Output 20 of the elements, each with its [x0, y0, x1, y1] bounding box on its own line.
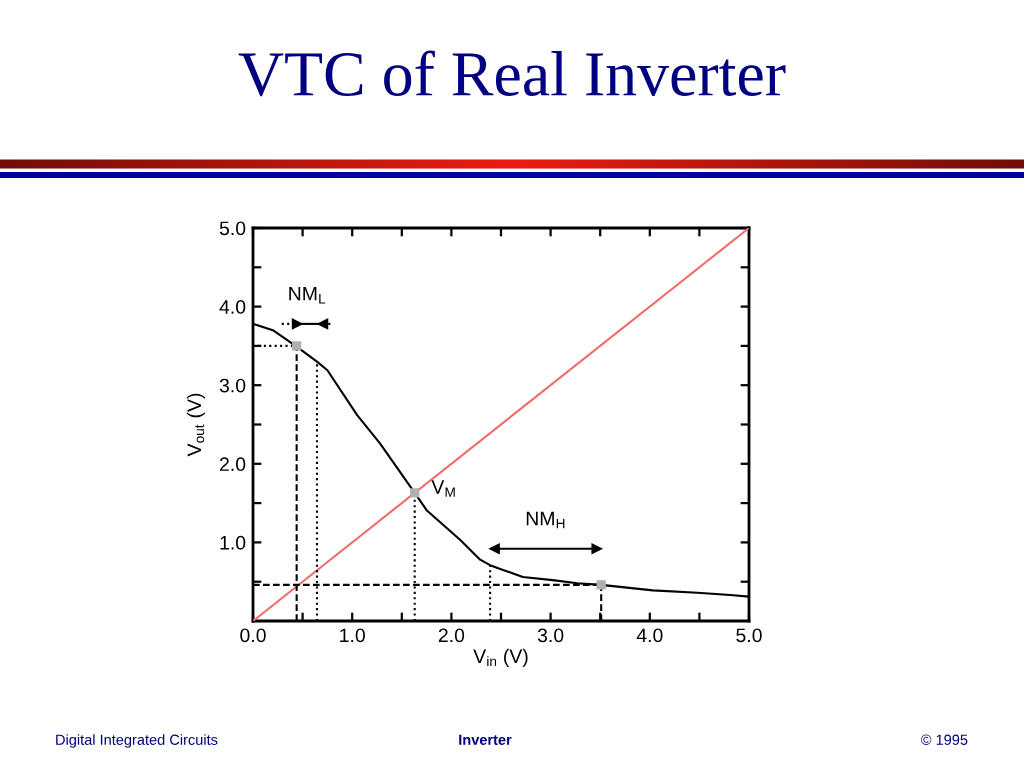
x-tick-label: 5.0 — [736, 628, 762, 643]
y-axis-title: V$_{out}$ (V) — [186, 393, 205, 457]
y-tick-label: 4.0 — [219, 300, 246, 314]
y-tick-label: 2.0 — [220, 457, 246, 472]
text: Digital Integrated Circuits — [56, 734, 218, 748]
x-tick-label: 1.0 — [340, 628, 365, 643]
text: Inverter — [459, 734, 512, 745]
x-tick-label: 2.0 — [438, 628, 465, 643]
chart-title: VTC of Real Inverter — [238, 50, 786, 97]
text: © 1995 — [920, 734, 968, 745]
x-tick-label: 4.0 — [636, 628, 663, 643]
y-tick-label: 5.0 — [219, 221, 246, 236]
annotation: V$_{M}$ — [431, 480, 455, 497]
annotation: NM$_{H}$ — [526, 511, 565, 529]
annotation: NM$_{L}$ — [289, 287, 326, 304]
x-tick-label: 3.0 — [537, 628, 564, 643]
x-axis-title: V$_{in}$ (V) — [473, 648, 528, 667]
y-tick-label: 3.0 — [219, 378, 246, 393]
x-tick-label: 0.0 — [240, 628, 266, 643]
y-tick-label: 1.0 — [220, 535, 246, 550]
